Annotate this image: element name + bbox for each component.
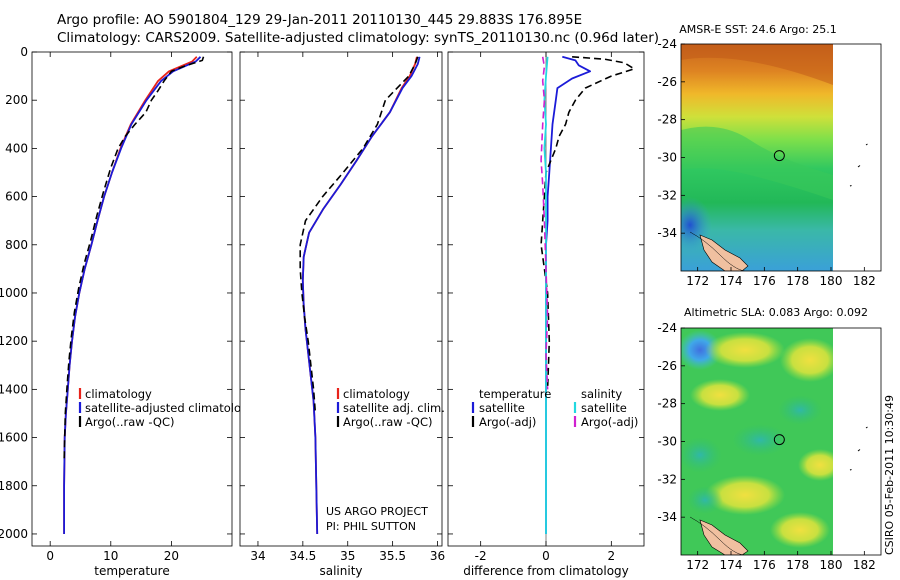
temperature-profile-series-1 (63, 56, 202, 534)
temperature-profile-xlabel: temperature (94, 564, 169, 578)
depth-tick: 2000 (0, 527, 28, 541)
sla-argo-marker (773, 434, 785, 446)
depth-tick: 1600 (0, 431, 28, 445)
depth-tick: 600 (5, 190, 28, 204)
sst-map-xtick: 178 (786, 274, 809, 288)
depth-tick: 1800 (0, 479, 28, 493)
sla-map-ytick: -34 (657, 510, 677, 524)
temperature-profile: 0 10 2002004006008001000120014001600180020… (0, 45, 255, 578)
temperature-profile-frame (31, 51, 233, 547)
salinity-profile-xtick: 35 (340, 549, 355, 563)
temperature-profile-legend-label: climatology (85, 387, 152, 401)
depth-tick: 200 (5, 93, 28, 107)
salinity-profile-xtick: 36 (430, 549, 445, 563)
salinity-profile-series-1 (301, 56, 421, 535)
difference-profile-legend: temperaturesatelliteArgo(-adj)salinitysa… (471, 387, 638, 429)
depth-tick: 0 (20, 45, 28, 59)
sst-map-ytick: -24 (657, 37, 677, 51)
depth-tick: 1400 (0, 382, 28, 396)
sla-landmass (699, 519, 749, 555)
sla-map-ytick: -24 (657, 321, 677, 335)
sla-map-xtick: 182 (853, 558, 876, 572)
difference-profile-xtick: 2 (608, 549, 616, 563)
project-label: US ARGO PROJECT (326, 505, 428, 518)
difference-legend-label: Argo(-adj) (479, 415, 536, 429)
depth-tick: 1000 (0, 286, 28, 300)
temperature-profile-series-2 (63, 56, 205, 462)
temperature-profile-legend-label: Argo(..raw -QC) (85, 415, 175, 429)
sla-map-ytick: -26 (657, 359, 677, 373)
sst-map-ytick: -30 (657, 151, 677, 165)
sst-map-ytick: -28 (657, 113, 677, 127)
sst-argo-marker (773, 150, 785, 162)
salinity-profile: 34 34.5 35 35.5 36 salinity climatologysatelli… (239, 51, 445, 578)
difference-profile-xlabel: difference from climatology (463, 564, 629, 578)
sla-islands (849, 426, 868, 471)
difference-legend-label: Argo(-adj) (581, 415, 638, 429)
temperature-profile-legend-label: satellite-adjusted climatology (85, 401, 255, 415)
difference-profile-xtick: -2 (475, 549, 487, 563)
sst-map-title: AMSR-E SST: 24.6 Argo: 25.1 (679, 23, 837, 36)
sla-map: Altimetric SLA: 0.083 Argo: 0.092 172 174… (657, 306, 882, 572)
salinity-profile-series-2 (299, 56, 419, 414)
temperature-profile-xtick: 20 (164, 549, 179, 563)
salinity-profile-xlabel: salinity (319, 564, 362, 578)
sla-map-xtick: 176 (753, 558, 776, 572)
sst-map-xtick: 176 (753, 274, 776, 288)
sst-landmass (699, 234, 749, 271)
difference-legend-heading: salinity (581, 387, 622, 401)
difference-profile-xtick: 0 (542, 549, 550, 563)
sla-map-xtick: 174 (720, 558, 743, 572)
depth-tick: 800 (5, 238, 28, 252)
sla-map-xtick: 178 (786, 558, 809, 572)
sst-map-ytick: -26 (657, 75, 677, 89)
sst-map-ytick: -34 (657, 226, 677, 240)
header-line-2: Climatology: CARS2009. Satellite-adjuste… (57, 30, 659, 46)
difference-profile-series-1 (540, 56, 636, 390)
difference-legend-label: satellite (581, 401, 627, 415)
sst-map-xtick: 180 (820, 274, 843, 288)
sla-map-xtick: 172 (686, 558, 709, 572)
depth-tick: 400 (5, 141, 28, 155)
sst-islands (849, 143, 868, 187)
salinity-profile-legend-label: satellite adj. clim. (343, 401, 445, 415)
salinity-profile-legend-label: Argo(..raw -QC) (343, 415, 433, 429)
salinity-profile-frame (239, 51, 443, 547)
pi-label: PI: PHIL SUTTON (326, 520, 416, 533)
sla-map-ytick: -32 (657, 472, 677, 486)
temperature-profile-xtick: 10 (103, 549, 118, 563)
sst-map-xtick: 174 (720, 274, 743, 288)
salinity-profile-xtick: 35.5 (379, 549, 406, 563)
salinity-profile-xtick: 34 (250, 549, 265, 563)
sst-map-xtick: 172 (686, 274, 709, 288)
depth-tick: 1200 (0, 334, 28, 348)
temperature-profile-xtick: 0 (46, 549, 54, 563)
header-line-1: Argo profile: AO 5901804_129 29-Jan-2011… (57, 12, 582, 28)
sla-map-xtick: 180 (820, 558, 843, 572)
salinity-profile-legend-label: climatology (343, 387, 410, 401)
sla-map-title: Altimetric SLA: 0.083 Argo: 0.092 (684, 306, 868, 319)
sla-map-ytick: -30 (657, 435, 677, 449)
sst-map: AMSR-E SST: 24.6 Argo: 25.1 172 174 176 178… (657, 23, 882, 288)
sst-map-xtick: 182 (853, 274, 876, 288)
salinity-profile-xtick: 34.5 (289, 549, 316, 563)
sla-map-ytick: -28 (657, 397, 677, 411)
difference-legend-label: satellite (479, 401, 525, 415)
difference-legend-heading: temperature (479, 387, 551, 401)
credit-label: CSIRO 05-Feb-2011 10:30:49 (883, 395, 896, 555)
difference-profile-series-3 (540, 56, 549, 390)
sst-map-ytick: -32 (657, 188, 677, 202)
